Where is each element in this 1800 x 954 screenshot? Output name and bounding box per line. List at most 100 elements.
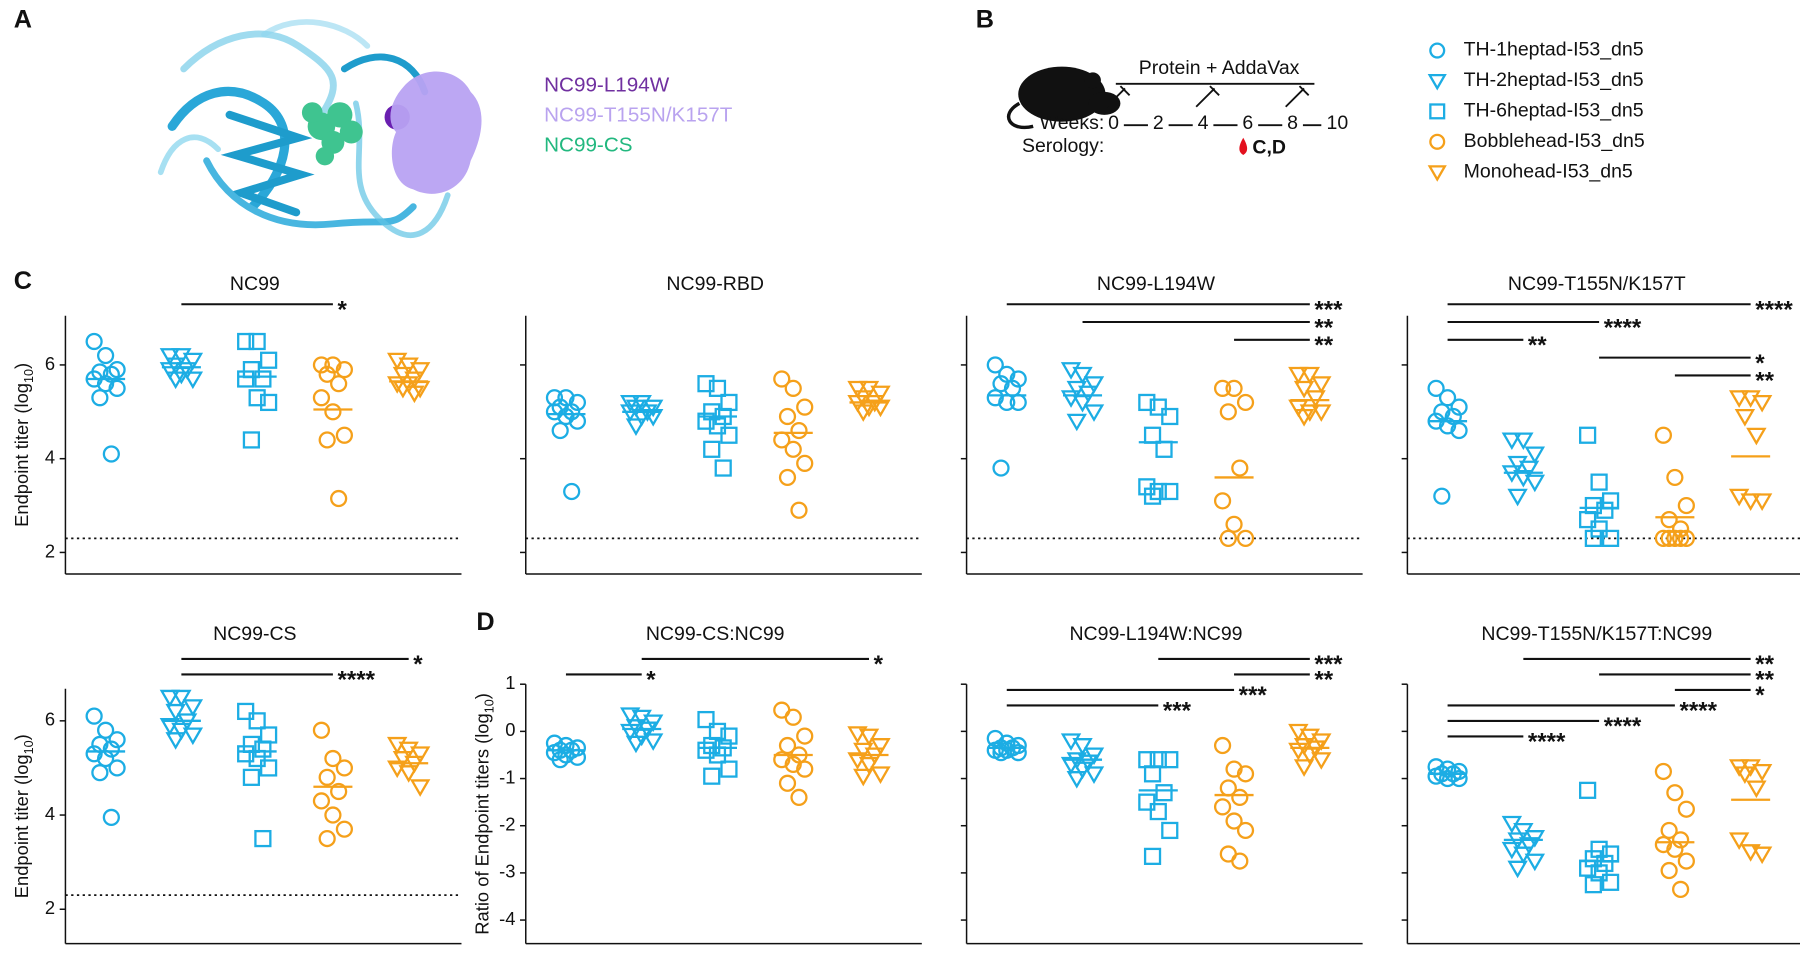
y-axis-label: Endpoint titer (log10)	[11, 734, 36, 898]
significance-label: *	[338, 296, 348, 323]
data-point	[778, 468, 797, 487]
data-point	[720, 393, 738, 412]
data-point	[620, 707, 641, 725]
data-point	[1155, 784, 1173, 802]
significance-label: **	[1314, 332, 1333, 359]
data-point	[1746, 780, 1767, 799]
data-point	[324, 806, 342, 824]
data-point	[1161, 482, 1179, 501]
data-point	[1524, 853, 1546, 872]
chart-title: NC99-L194W	[1097, 273, 1216, 295]
data-point	[853, 768, 874, 787]
data-point	[318, 365, 336, 383]
data-point	[1213, 736, 1232, 755]
data-point	[409, 779, 431, 797]
data-point	[248, 712, 266, 730]
data-point	[324, 403, 342, 421]
data-point	[409, 362, 431, 380]
data-point	[1518, 837, 1540, 855]
data-point	[1672, 520, 1690, 538]
data-point	[625, 735, 647, 754]
data-point	[986, 729, 1004, 748]
structure-label: NC99-T155N/K157T	[544, 103, 733, 126]
data-point	[1236, 393, 1255, 412]
chart-title: NC99	[230, 273, 280, 295]
data-point	[773, 370, 791, 388]
data-point	[1751, 394, 1773, 413]
data-point	[248, 389, 266, 407]
data-point	[85, 707, 103, 725]
data-point	[242, 361, 261, 379]
data-point	[1225, 379, 1243, 397]
data-point	[642, 409, 664, 427]
data-point	[986, 389, 1004, 407]
chart-title: NC99-CS	[213, 623, 296, 645]
data-point	[171, 689, 192, 708]
chart-title: NC99-L194W:NC99	[1069, 623, 1242, 645]
data-point	[1601, 873, 1620, 891]
significance-label: ****	[1604, 713, 1642, 740]
y-tick-label: -1	[499, 766, 515, 787]
data-point	[1143, 487, 1162, 505]
data-point	[1161, 751, 1179, 769]
panel-label: D	[476, 608, 494, 636]
data-point	[1507, 488, 1528, 507]
data-point	[1654, 529, 1673, 547]
data-point	[1311, 752, 1332, 770]
legend-label: TH-6heptad-I53_dn5	[1464, 100, 1644, 122]
data-point	[1579, 859, 1597, 877]
data-point	[1524, 446, 1546, 465]
significance-label: ***	[1314, 296, 1343, 323]
y-axis-label-part: Endpoint titer (log	[11, 383, 32, 527]
data-point	[108, 731, 126, 749]
data-point	[1518, 460, 1540, 479]
y-tick-label: 2	[45, 540, 55, 561]
y-axis-label-part: 10	[22, 740, 36, 754]
data-point	[330, 489, 348, 508]
week-label: 10	[1327, 112, 1349, 134]
data-point	[1311, 376, 1332, 394]
data-point	[1590, 864, 1608, 882]
data-point	[1155, 440, 1173, 458]
data-point	[97, 375, 115, 393]
significance-label: ****	[1604, 314, 1642, 341]
legend-label: Bobblehead-I53_dn5	[1464, 130, 1645, 152]
data-point	[720, 426, 738, 444]
data-point	[254, 740, 272, 758]
significance-label: ***	[1239, 682, 1268, 709]
data-point	[796, 454, 814, 472]
data-point	[1293, 759, 1315, 777]
data-point	[1740, 493, 1761, 512]
data-point	[1149, 398, 1167, 416]
data-point	[1438, 389, 1457, 407]
data-point	[870, 766, 891, 784]
data-point	[1654, 835, 1673, 854]
data-point	[1751, 493, 1773, 512]
data-point	[1213, 379, 1232, 397]
data-point	[545, 403, 564, 421]
data-point	[1072, 738, 1093, 756]
week-label: 0	[1108, 112, 1119, 134]
data-point	[992, 375, 1010, 393]
panel-label: A	[14, 5, 32, 33]
significance-label: *	[1755, 350, 1765, 377]
data-point	[1219, 529, 1237, 547]
significance-label: **	[1755, 651, 1774, 678]
data-point	[1143, 765, 1162, 783]
y-tick-label: 6	[45, 709, 55, 730]
data-point	[870, 399, 891, 418]
data-point	[1672, 529, 1690, 547]
serology-label: Serology:	[1022, 135, 1104, 157]
data-point	[1083, 404, 1105, 422]
data-point	[260, 351, 278, 369]
data-point	[1579, 781, 1597, 799]
data-point	[642, 399, 664, 418]
data-point	[631, 409, 652, 427]
data-point	[773, 751, 791, 769]
significance-label: *	[874, 651, 884, 678]
data-point	[784, 440, 802, 458]
data-point	[1654, 426, 1673, 444]
data-point	[568, 393, 587, 412]
data-point	[1225, 760, 1243, 778]
